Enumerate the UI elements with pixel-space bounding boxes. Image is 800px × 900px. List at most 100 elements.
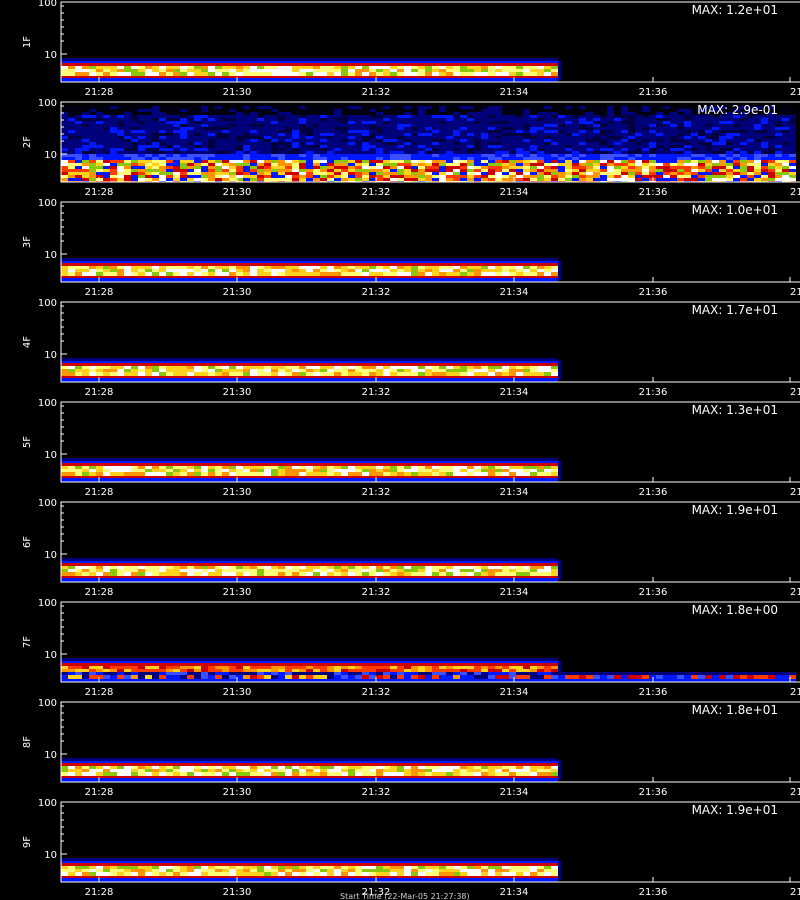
- cell: [89, 130, 96, 133]
- cell: [124, 76, 131, 78]
- cell: [152, 160, 159, 163]
- cell: [642, 106, 649, 109]
- cell: [299, 461, 306, 463]
- cell: [124, 372, 131, 376]
- cell: [264, 163, 271, 166]
- cell: [726, 139, 733, 142]
- cell: [488, 112, 495, 115]
- cell: [362, 361, 369, 363]
- cell: [642, 154, 649, 157]
- cell: [467, 376, 474, 378]
- cell: [75, 121, 82, 124]
- cell: [593, 172, 600, 175]
- cell: [635, 151, 642, 154]
- cell: [775, 127, 782, 130]
- cell: [320, 69, 327, 72]
- cell: [663, 133, 670, 136]
- cell: [292, 363, 299, 366]
- cell: [180, 378, 187, 382]
- cell: [355, 258, 362, 261]
- cell: [257, 178, 264, 181]
- cell: [530, 376, 537, 378]
- cell: [642, 109, 649, 112]
- cell: [292, 145, 299, 148]
- cell: [586, 160, 593, 163]
- cell: [320, 127, 327, 130]
- cell: [775, 169, 782, 172]
- cell: [145, 472, 152, 476]
- cell: [313, 76, 320, 78]
- cell: [782, 175, 789, 178]
- cell: [509, 151, 516, 154]
- cell: [761, 139, 768, 142]
- cell: [684, 151, 691, 154]
- cell: [502, 366, 509, 369]
- cell: [516, 72, 523, 76]
- cell: [523, 118, 530, 121]
- cell: [96, 112, 103, 115]
- cell: [355, 142, 362, 145]
- cell: [705, 157, 712, 160]
- cell: [418, 363, 425, 366]
- cell: [117, 118, 124, 121]
- cell: [222, 169, 229, 172]
- cell: [187, 66, 194, 69]
- cell: [131, 115, 138, 118]
- cell: [698, 133, 705, 136]
- cell: [523, 163, 530, 166]
- cell: [523, 58, 530, 61]
- cell: [712, 130, 719, 133]
- cell: [537, 118, 544, 121]
- cell: [733, 157, 740, 160]
- cell: [355, 278, 362, 282]
- cell: [635, 130, 642, 133]
- cell: [229, 175, 236, 178]
- x-tick-label: 21:30: [223, 287, 252, 298]
- cell: [61, 69, 68, 72]
- cell: [390, 76, 397, 78]
- cell: [516, 358, 523, 361]
- cell: [222, 476, 229, 478]
- cell: [537, 154, 544, 157]
- cell: [68, 358, 75, 361]
- cell: [537, 133, 544, 136]
- cell: [649, 130, 656, 133]
- cell: [257, 366, 264, 369]
- cell: [180, 76, 187, 78]
- cell: [124, 163, 131, 166]
- x-tick-label: 21:28: [85, 387, 114, 398]
- cell: [131, 136, 138, 139]
- cell: [348, 278, 355, 282]
- cell: [530, 261, 537, 263]
- cell: [173, 133, 180, 136]
- cell: [551, 133, 558, 136]
- cell: [341, 363, 348, 366]
- cell: [159, 272, 166, 276]
- cell: [250, 478, 257, 482]
- cell: [761, 157, 768, 160]
- cell: [327, 127, 334, 130]
- cell: [460, 258, 467, 261]
- cell: [334, 154, 341, 157]
- cell: [572, 148, 579, 151]
- cell: [544, 115, 551, 118]
- cell: [159, 363, 166, 366]
- cell: [502, 166, 509, 169]
- cell: [166, 163, 173, 166]
- cell: [635, 121, 642, 124]
- cell: [376, 263, 383, 266]
- cell: [292, 278, 299, 282]
- cell: [523, 363, 530, 366]
- cell: [726, 175, 733, 178]
- cell: [243, 160, 250, 163]
- cell: [278, 109, 285, 112]
- cell: [334, 461, 341, 463]
- cell: [145, 148, 152, 151]
- cell: [75, 163, 82, 166]
- cell: [271, 121, 278, 124]
- cell: [404, 163, 411, 166]
- cell: [467, 361, 474, 363]
- cell: [677, 115, 684, 118]
- cell: [215, 269, 222, 272]
- cell: [250, 61, 257, 63]
